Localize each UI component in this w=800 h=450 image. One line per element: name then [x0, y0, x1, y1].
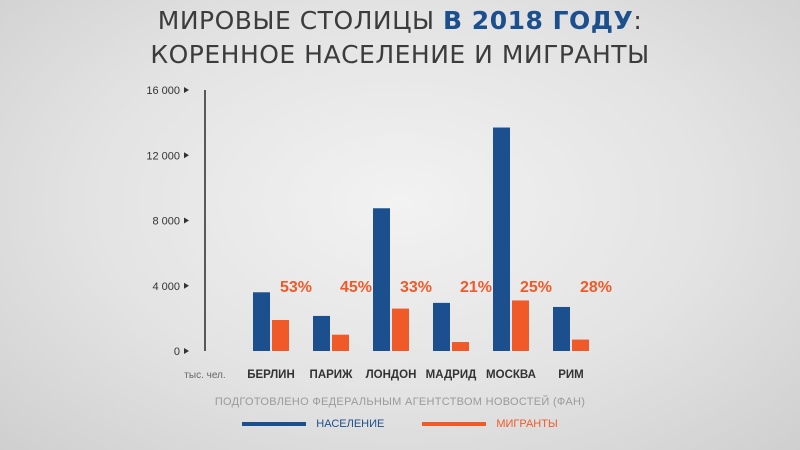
bar-population [253, 292, 270, 351]
bar-migrants [272, 320, 289, 351]
category-label: ЛОНДОН [366, 369, 417, 381]
bar-population [493, 127, 510, 351]
percent-label: 53% [280, 279, 312, 296]
source-credit: ПОДГОТОВЛЕНО ФЕДЕРАЛЬНЫМ АГЕНТСТВОМ НОВО… [214, 396, 586, 408]
y-tick-marker [184, 217, 189, 224]
percent-label: 45% [340, 279, 372, 296]
bar-migrants [392, 308, 409, 351]
percent-label: 25% [520, 279, 552, 296]
y-tick-label: 4 000 [152, 281, 180, 293]
y-tick-marker [184, 87, 189, 93]
bar-population [433, 302, 450, 351]
percent-label: 28% [580, 279, 612, 296]
title-part1: МИРОВЫЕ СТОЛИЦЫ [157, 6, 444, 35]
legend-item-population: НАСЕЛЕНИЕ [242, 418, 384, 430]
y-tick-marker [184, 152, 189, 159]
bar-population [373, 208, 390, 351]
category-label: БЕРЛИН [247, 369, 295, 381]
legend-label-population: НАСЕЛЕНИЕ [316, 418, 385, 430]
legend-swatch-population [242, 422, 307, 426]
category-label: МОСКВА [486, 369, 536, 381]
legend-label-migrants: МИГРАНТЫ [496, 418, 558, 430]
bar-migrants [332, 334, 349, 351]
y-tick-marker [184, 282, 189, 289]
y-tick-label: 8 000 [152, 216, 180, 228]
legend-swatch-migrants [422, 422, 487, 426]
y-unit-label: тыс. чел. [184, 370, 225, 381]
chart-title-line2: КОРЕННОЕ НАСЕЛЕНИЕ И МИГРАНТЫ [150, 40, 650, 69]
chart-title-line1: МИРОВЫЕ СТОЛИЦЫ В 2018 ГОДУ: [0, 6, 800, 35]
percent-label: 33% [400, 279, 432, 296]
y-tick-label: 16 000 [146, 85, 180, 97]
title-highlight: В 2018 ГОДУ [443, 6, 634, 35]
bar-population [553, 306, 570, 351]
title-part2: : [633, 6, 643, 35]
legend-item-migrants: МИГРАНТЫ [422, 418, 558, 430]
y-tick-label: 0 [174, 346, 180, 358]
bar-migrants [452, 342, 469, 351]
bar-migrants [512, 300, 529, 351]
category-label: ПАРИЖ [310, 369, 354, 381]
category-label: РИМ [558, 369, 584, 381]
bar-population [313, 315, 330, 351]
bar-migrants [572, 339, 589, 351]
category-label: МАДРИД [426, 369, 477, 381]
percent-label: 21% [460, 279, 492, 296]
y-tick-marker [184, 348, 189, 354]
y-tick-label: 12 000 [146, 150, 180, 162]
legend: НАСЕЛЕНИЕ МИГРАНТЫ [0, 418, 800, 430]
